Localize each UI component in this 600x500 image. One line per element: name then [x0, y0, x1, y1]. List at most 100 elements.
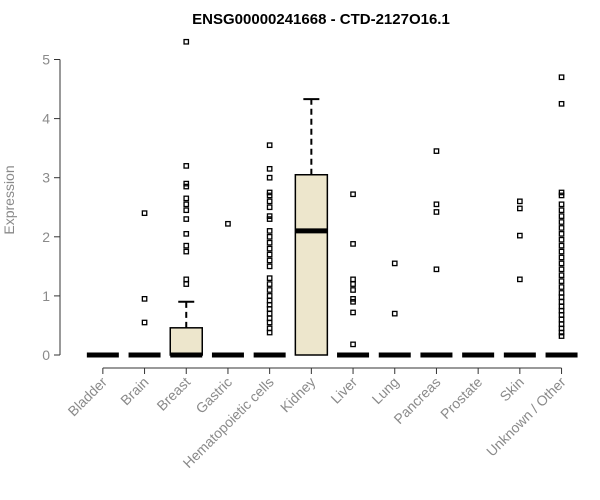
x-tick-label: Brain — [117, 374, 151, 408]
outlier-point — [183, 201, 190, 208]
y-tick-label: 3 — [42, 170, 50, 186]
outlier-point — [266, 325, 273, 332]
x-tick-label: Skin — [496, 374, 527, 405]
y-tick-label: 2 — [42, 229, 50, 245]
box-group — [128, 210, 161, 358]
outlier-point — [350, 309, 356, 316]
outlier-point — [558, 219, 565, 225]
outlier-point — [141, 319, 148, 326]
outlier-point — [183, 195, 190, 202]
box-group — [545, 74, 578, 358]
outlier-point — [558, 272, 565, 279]
x-tick-label: Bladder — [65, 374, 111, 420]
outlier-point — [558, 236, 565, 243]
outlier-point — [183, 207, 190, 214]
box-group — [420, 148, 453, 358]
outlier-point — [266, 310, 273, 317]
outlier-point — [266, 233, 273, 240]
outlier-point — [558, 201, 565, 208]
x-tick-label: Liver — [327, 374, 360, 407]
box-group — [378, 260, 411, 358]
outlier-point — [183, 248, 190, 255]
outlier-point — [558, 266, 565, 273]
outlier-point — [266, 281, 273, 287]
outlier-point — [183, 163, 190, 169]
outlier-point — [517, 205, 523, 212]
outlier-point — [433, 266, 440, 273]
outlier-point — [350, 298, 356, 305]
y-axis: 0 1 2 3 4 5 — [42, 52, 61, 363]
outlier-point — [558, 260, 565, 267]
outlier-point — [350, 287, 356, 293]
outlier-point — [266, 257, 273, 264]
y-tick-label: 5 — [42, 52, 50, 68]
outlier-point — [183, 216, 190, 222]
box-group — [503, 198, 536, 358]
y-tick-label: 1 — [42, 288, 50, 304]
outlier-point — [183, 281, 190, 287]
outlier-point — [558, 189, 565, 196]
outlier-point — [558, 100, 565, 107]
outlier-point — [266, 293, 273, 299]
outlier-point — [558, 298, 565, 305]
outlier-point — [558, 333, 565, 339]
outlier-point — [225, 220, 231, 227]
outlier-point — [183, 242, 190, 249]
outlier-point — [266, 287, 273, 293]
x-tick-label: Unknown / Other — [483, 374, 569, 460]
outlier-point — [266, 198, 273, 205]
outlier-point — [517, 232, 523, 239]
outlier-point — [517, 198, 523, 205]
outlier-point — [350, 191, 356, 198]
outlier-point — [350, 341, 356, 348]
outlier-point — [433, 201, 440, 208]
outlier-point — [141, 296, 148, 302]
outlier-point — [266, 228, 273, 234]
y-tick-label: 4 — [42, 111, 50, 127]
outlier-point — [266, 165, 273, 172]
outlier-point — [266, 245, 273, 252]
box-body — [294, 173, 329, 356]
outlier-point — [183, 230, 190, 237]
outlier-point — [350, 276, 356, 283]
outlier-point — [517, 276, 523, 283]
y-axis-label: Expression — [1, 165, 17, 234]
outlier-point — [183, 180, 190, 187]
outlier-point — [558, 207, 565, 214]
outlier-point — [266, 189, 273, 196]
outlier-point — [558, 225, 565, 231]
outlier-point — [558, 192, 565, 199]
box-group — [294, 98, 329, 356]
outlier-point — [391, 260, 398, 267]
outlier-point — [266, 275, 273, 282]
y-tick-label: 0 — [42, 347, 50, 363]
outlier-point — [266, 213, 273, 219]
box-group — [169, 38, 203, 358]
outlier-point — [391, 310, 398, 317]
outlier-point — [350, 296, 356, 302]
chart-title: ENSG00000241668 - CTD-2127O16.1 — [192, 11, 450, 28]
outlier-point — [266, 204, 273, 211]
outlier-point — [141, 210, 148, 217]
x-tick-label: Prostate — [437, 374, 485, 422]
outlier-point — [558, 290, 565, 296]
x-tick-label: Lung — [369, 374, 402, 407]
x-tick-label: Kidney — [277, 374, 319, 416]
box-group — [211, 220, 244, 358]
outlier-point — [558, 74, 565, 81]
outlier-point — [433, 148, 440, 154]
box-body — [169, 327, 203, 356]
outlier-point — [558, 213, 565, 219]
outlier-point — [558, 248, 565, 255]
outlier-point — [183, 276, 190, 283]
outlier-point — [266, 142, 273, 149]
boxes-group — [86, 38, 578, 358]
outlier-point — [266, 216, 273, 222]
outlier-point — [266, 174, 273, 181]
outlier-point — [558, 316, 565, 323]
box-group — [337, 191, 370, 358]
box-group — [253, 142, 286, 358]
outlier-point — [558, 284, 565, 290]
